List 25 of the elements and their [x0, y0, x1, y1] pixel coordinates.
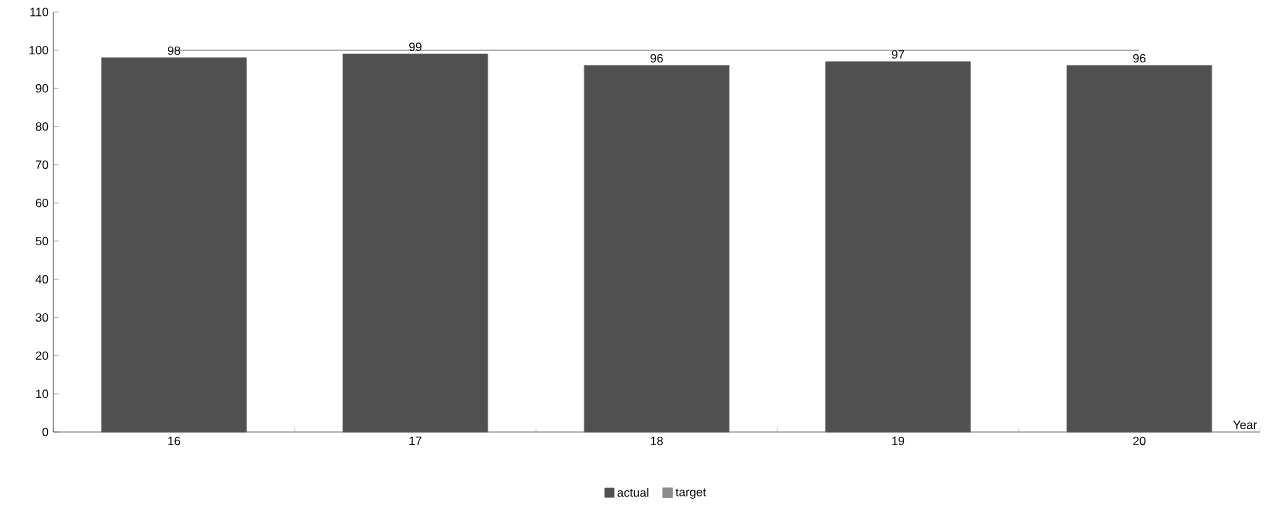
- y-tick-label: 10: [36, 389, 49, 399]
- y-tick-label: 50: [35, 236, 49, 246]
- y-tick-label: 90: [35, 84, 49, 93]
- data-label: 98: [167, 46, 181, 55]
- x-axis-title: Year: [1233, 420, 1257, 430]
- x-tick-label: 19: [892, 436, 905, 446]
- data-label: 96: [1133, 54, 1146, 63]
- data-label: 97: [891, 50, 905, 59]
- y-tick-label: 30: [35, 313, 49, 322]
- y-tick-label: 70: [35, 160, 49, 169]
- x-tick-label: 16: [168, 436, 181, 446]
- y-tick-label: 0: [42, 427, 49, 437]
- y-tick-label: 110: [30, 7, 49, 17]
- y-tick-label: 40: [35, 275, 49, 284]
- y-tick-label: 60: [35, 198, 49, 208]
- y-tick-label: 100: [29, 45, 49, 55]
- legend-label: actual: [617, 488, 649, 497]
- y-tick-label: 20: [35, 351, 49, 360]
- data-label: 99: [409, 42, 422, 52]
- x-tick-label: 20: [1133, 436, 1146, 446]
- x-tick-label: 18: [650, 436, 663, 446]
- data-label: 96: [650, 54, 663, 63]
- legend-label: target: [675, 488, 707, 499]
- y-tick-label: 80: [35, 122, 49, 131]
- x-tick-label: 17: [409, 436, 422, 445]
